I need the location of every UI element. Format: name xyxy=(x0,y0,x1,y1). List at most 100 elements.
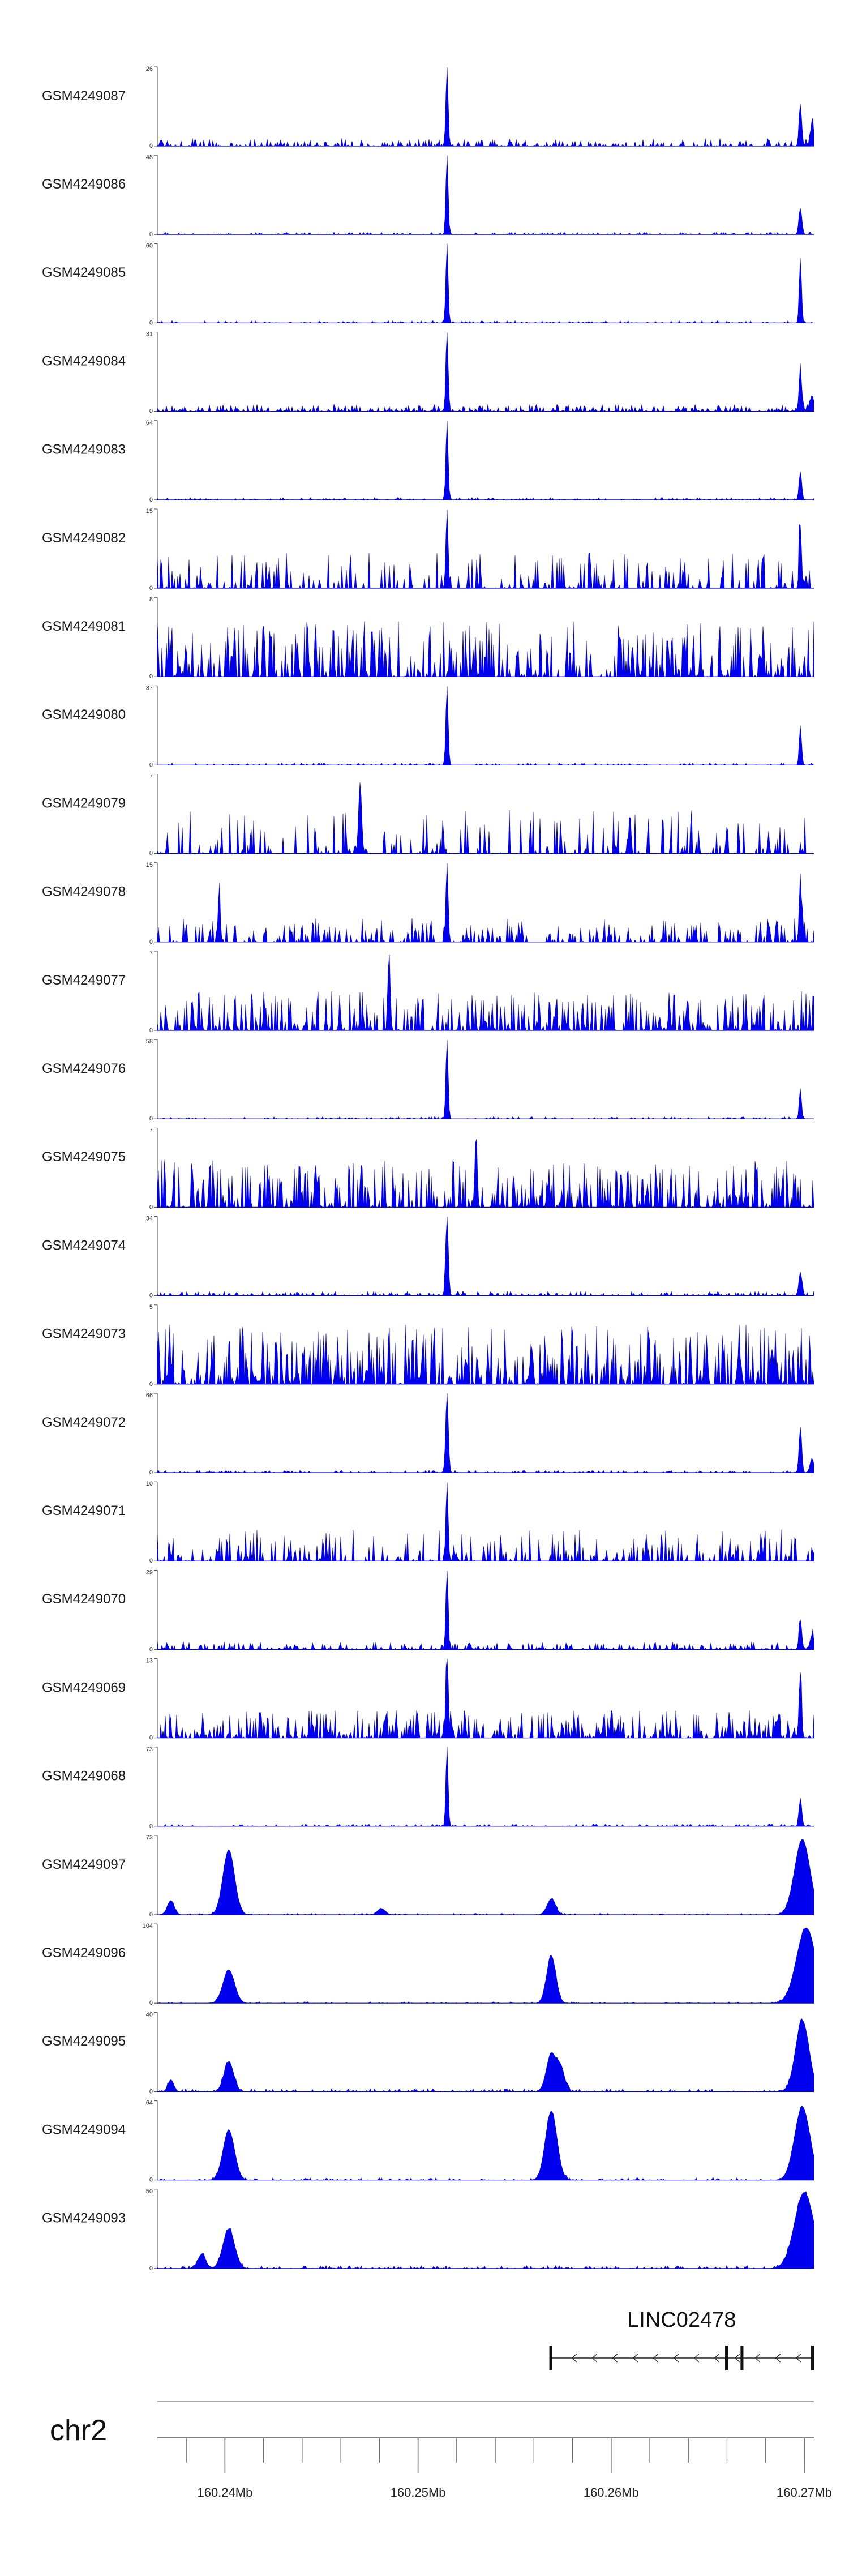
coverage-area xyxy=(157,1658,814,1739)
track-ymax-label: 104 xyxy=(143,1923,153,1929)
track-GSM4249096: GSM4249096 104 0 xyxy=(42,1923,814,2006)
strand-arrow xyxy=(693,2354,700,2363)
track-label: GSM4249082 xyxy=(42,530,126,546)
track-ymin-label: 0 xyxy=(149,585,153,592)
track-ymin-label: 0 xyxy=(149,850,153,857)
coverage-area xyxy=(157,67,814,147)
strand-arrow xyxy=(714,2354,720,2363)
track-ymax-label: 15 xyxy=(146,508,153,515)
track-ymin-label: 0 xyxy=(149,1646,153,1653)
track-ymax-label: 34 xyxy=(146,1216,153,1222)
track-label: GSM4249072 xyxy=(42,1415,126,1430)
coverage-area xyxy=(157,2018,814,2093)
track-label: GSM4249086 xyxy=(42,177,126,192)
track-GSM4249087: GSM4249087 26 0 xyxy=(42,66,814,149)
gene-model-linc02478 xyxy=(549,2346,814,2370)
track-GSM4249075: GSM4249075 7 0 xyxy=(42,1127,814,1210)
track-GSM4249076: GSM4249076 58 0 xyxy=(42,1038,814,1122)
track-GSM4249079: GSM4249079 7 0 xyxy=(42,773,814,857)
track-GSM4249071: GSM4249071 10 0 xyxy=(42,1480,814,1564)
track-label: GSM4249087 xyxy=(42,88,126,104)
track-ymax-label: 15 xyxy=(146,862,153,868)
strand-arrow xyxy=(754,2354,761,2363)
track-label: GSM4249070 xyxy=(42,1591,126,1607)
coverage-tracks: GSM4249087260GSM4249086480GSM4249085600G… xyxy=(42,66,814,2272)
track-ymin-label: 0 xyxy=(149,1027,153,1034)
track-GSM4249095: GSM4249095 40 0 xyxy=(42,2011,814,2095)
track-ymin-label: 0 xyxy=(149,1381,153,1388)
track-GSM4249074: GSM4249074 34 0 xyxy=(42,1216,814,1299)
coverage-area xyxy=(157,1393,814,1473)
strand-arrow xyxy=(632,2354,638,2363)
track-ymin-label: 0 xyxy=(149,408,153,415)
track-ymin-label: 0 xyxy=(149,2000,153,2006)
track-ymax-label: 58 xyxy=(146,1038,153,1045)
coverage-area xyxy=(157,1482,814,1562)
track-label: GSM4249076 xyxy=(42,1061,126,1076)
coverage-area xyxy=(157,1139,814,1208)
track-GSM4249083: GSM4249083 64 0 xyxy=(42,420,814,503)
track-ymax-label: 37 xyxy=(146,684,153,691)
exon xyxy=(725,2346,728,2370)
track-ymin-label: 0 xyxy=(149,231,153,238)
track-GSM4249069: GSM4249069 13 0 xyxy=(42,1658,814,1741)
track-label: GSM4249083 xyxy=(42,442,126,457)
track-GSM4249085: GSM4249085 60 0 xyxy=(42,242,814,326)
track-ymin-label: 0 xyxy=(149,143,153,149)
track-ymin-label: 0 xyxy=(149,761,153,768)
track-label: GSM4249095 xyxy=(42,2034,126,2049)
track-GSM4249084: GSM4249084 31 0 xyxy=(42,331,814,415)
track-GSM4249097: GSM4249097 73 0 xyxy=(42,1834,814,1918)
track-ymax-label: 10 xyxy=(146,1480,153,1487)
coverage-area xyxy=(157,243,814,323)
track-ymin-label: 0 xyxy=(149,1293,153,1299)
strand-arrow xyxy=(653,2354,659,2363)
track-ymax-label: 8 xyxy=(149,596,153,603)
genome-axis: chr2 160.24Mb 160.25Mb 160.26Mb 160.27Mb xyxy=(50,2401,832,2500)
track-ymax-label: 40 xyxy=(146,2011,153,2018)
track-label: GSM4249079 xyxy=(42,795,126,811)
track-label: GSM4249084 xyxy=(42,353,126,369)
strand-arrow xyxy=(775,2354,781,2363)
coverage-area xyxy=(157,2191,814,2269)
track-GSM4249093: GSM4249093 50 0 xyxy=(42,2188,814,2272)
track-label: GSM4249081 xyxy=(42,619,126,634)
exon xyxy=(811,2346,814,2370)
track-ymax-label: 13 xyxy=(146,1658,153,1664)
coverage-area xyxy=(157,621,814,678)
track-ymax-label: 64 xyxy=(146,2100,153,2107)
track-label: GSM4249068 xyxy=(42,1769,126,1784)
track-ymax-label: 66 xyxy=(146,1392,153,1399)
strand-arrow xyxy=(795,2354,801,2363)
track-ymin-label: 0 xyxy=(149,1115,153,1122)
track-ymin-label: 0 xyxy=(149,319,153,326)
track-label: GSM4249074 xyxy=(42,1238,126,1253)
track-label: GSM4249078 xyxy=(42,884,126,900)
track-label: GSM4249073 xyxy=(42,1326,126,1342)
track-GSM4249072: GSM4249072 66 0 xyxy=(42,1392,814,1476)
track-ymax-label: 31 xyxy=(146,331,153,338)
coverage-area xyxy=(157,954,814,1031)
track-label: GSM4249071 xyxy=(42,1503,126,1518)
coverage-area xyxy=(157,2106,814,2181)
track-GSM4249080: GSM4249080 37 0 xyxy=(42,684,814,768)
chromosome-label: chr2 xyxy=(50,2414,107,2447)
gene-track: LINC02478 xyxy=(549,2308,814,2370)
coverage-area xyxy=(157,1040,814,1119)
track-ymin-label: 0 xyxy=(149,1735,153,1741)
track-ymin-label: 0 xyxy=(149,1469,153,1476)
track-GSM4249078: GSM4249078 15 0 xyxy=(42,862,814,945)
track-label: GSM4249085 xyxy=(42,265,126,280)
coverage-area xyxy=(157,509,814,589)
coverage-area xyxy=(157,1324,814,1385)
track-ymin-label: 0 xyxy=(149,2265,153,2272)
track-ymax-label: 29 xyxy=(146,1569,153,1576)
track-label: GSM4249094 xyxy=(42,2122,126,2137)
track-ymin-label: 0 xyxy=(149,1557,153,1564)
strand-arrow xyxy=(673,2354,679,2363)
coverage-area xyxy=(157,863,814,943)
coverage-area xyxy=(157,1839,814,1915)
track-label: GSM4249097 xyxy=(42,1857,126,1872)
strand-arrow xyxy=(591,2354,598,2363)
